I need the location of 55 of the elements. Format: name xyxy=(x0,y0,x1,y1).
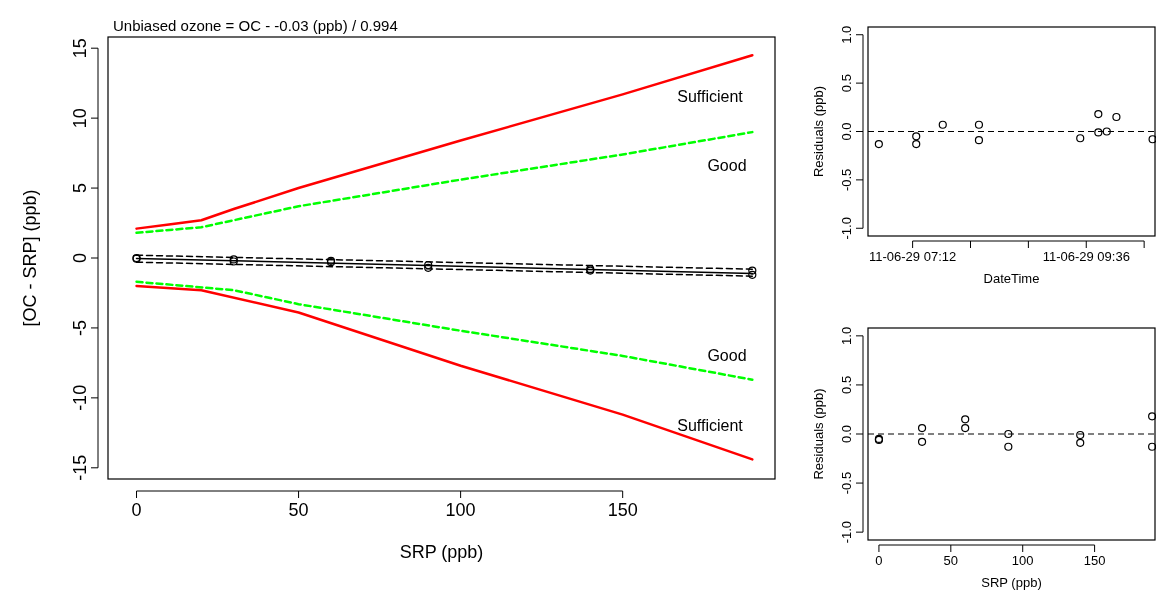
point xyxy=(1004,429,1013,439)
y-tick-label: 15 xyxy=(70,38,90,59)
x-tick-label: 100 xyxy=(445,500,476,520)
x-tick-label: 11-06-29 07:12 xyxy=(869,249,957,264)
x-tick-label: 50 xyxy=(288,500,309,520)
y-tick-label: 0.0 xyxy=(839,122,854,141)
line-series xyxy=(135,284,754,461)
point xyxy=(424,263,433,272)
y-tick-label: -5 xyxy=(70,319,90,336)
point xyxy=(961,424,970,433)
point xyxy=(917,437,927,446)
x-tick-label: 0 xyxy=(875,553,883,568)
y-tick-label: -1.0 xyxy=(839,520,854,544)
y-tick-label: 0.0 xyxy=(839,424,854,444)
x-axis-title: SRP (ppb) xyxy=(399,542,484,562)
point xyxy=(748,266,757,275)
annotation: Sufficient xyxy=(677,416,744,434)
y-tick-label: 1.0 xyxy=(839,326,854,345)
x-axis-title: SRP (ppb) xyxy=(981,575,1042,590)
y-tick-label: 10 xyxy=(70,108,90,129)
x-tick-label: 100 xyxy=(1011,553,1034,568)
y-tick-label: -1.0 xyxy=(839,217,854,240)
annotation: Sufficient xyxy=(677,87,744,105)
annotation: Good xyxy=(707,156,747,174)
x-axis-title: DateTime xyxy=(983,271,1040,286)
y-axis-title: Residuals (ppb) xyxy=(811,388,826,480)
point xyxy=(1076,430,1085,440)
point xyxy=(961,415,970,424)
line-series xyxy=(135,280,754,381)
y-tick-label: 0.5 xyxy=(839,74,854,93)
point xyxy=(917,424,927,433)
y-tick-label: -15 xyxy=(70,454,90,481)
x-tick-label: 150 xyxy=(607,500,638,520)
y-tick-label: 1.0 xyxy=(839,25,854,44)
point xyxy=(1004,442,1013,451)
annotation: Good xyxy=(707,346,747,364)
y-tick-label: 0.5 xyxy=(839,375,854,394)
y-axis-title: Residuals (ppb) xyxy=(811,85,826,178)
y-tick-label: -10 xyxy=(70,384,90,411)
y-tick-label: -0.5 xyxy=(839,168,854,192)
x-tick-label: 0 xyxy=(131,500,142,520)
line-series xyxy=(135,130,754,235)
y-axis-title: [OC - SRP] (ppb) xyxy=(20,189,40,327)
point xyxy=(748,270,757,279)
point xyxy=(1076,438,1085,447)
y-tick-label: -0.5 xyxy=(839,471,854,495)
point xyxy=(424,260,433,270)
line-series xyxy=(135,53,754,230)
chart-title: Unbiased ozone = OC - -0.03 (ppb) / 0.994 xyxy=(113,17,398,34)
x-tick-label: 150 xyxy=(1083,553,1106,568)
x-tick-label: 11-06-29 09:36 xyxy=(1042,249,1130,264)
x-tick-label: 50 xyxy=(943,553,959,568)
point xyxy=(1148,412,1156,421)
y-tick-label: 5 xyxy=(70,183,90,194)
point xyxy=(1148,442,1156,451)
